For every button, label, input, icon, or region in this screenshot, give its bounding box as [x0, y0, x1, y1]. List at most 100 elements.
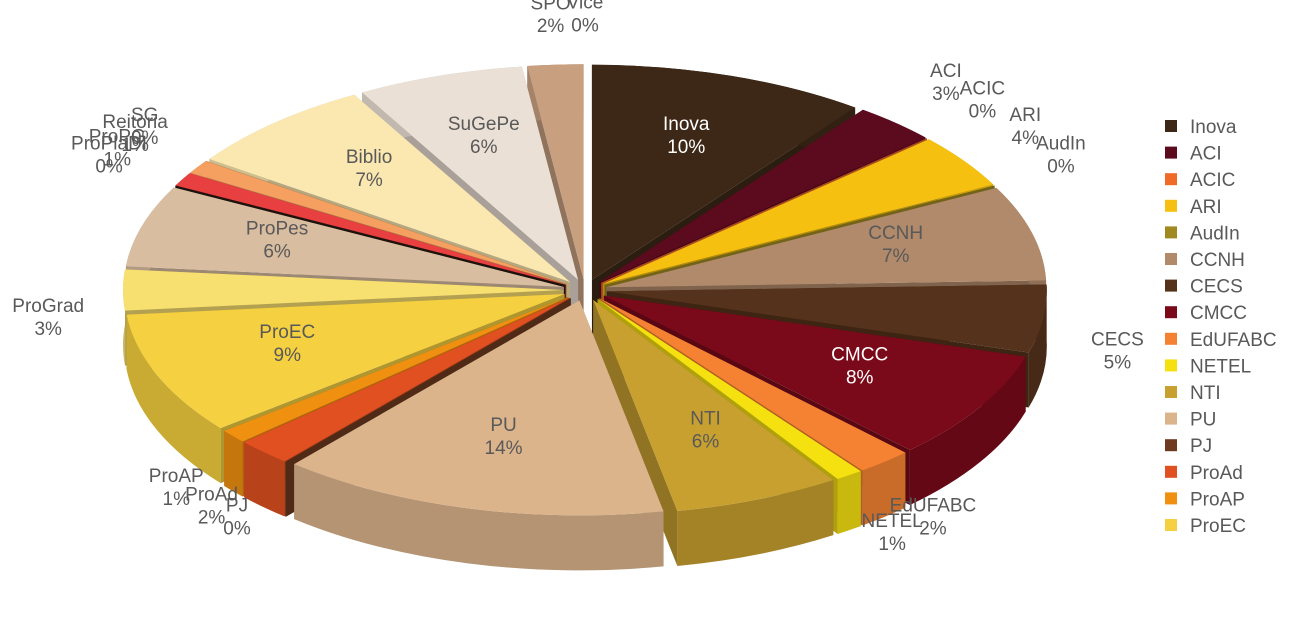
slice-value-label: 8% [846, 367, 874, 388]
legend-label: Inova [1190, 117, 1237, 138]
legend-swatch [1165, 120, 1177, 132]
slice-value-label: 3% [932, 84, 960, 105]
slice [527, 64, 584, 280]
slice [243, 297, 570, 462]
slice-value-label: 1% [104, 149, 132, 170]
slice-value-label: 3% [34, 319, 62, 340]
slice-wall [243, 442, 285, 517]
legend-swatch [1165, 439, 1177, 452]
legend-label: AudIn [1190, 223, 1240, 244]
slice [362, 66, 579, 280]
slice-wall [862, 452, 906, 526]
slice [606, 284, 1047, 353]
legend-label: CCNH [1190, 250, 1245, 271]
legend-label: ProAP [1190, 489, 1245, 510]
slice-value-label: 0% [571, 16, 599, 37]
legend-label: ACIC [1190, 170, 1235, 191]
slice [190, 161, 567, 285]
slice [601, 138, 928, 283]
slice-label: SuGePe [448, 114, 520, 135]
legend-swatch [1165, 306, 1177, 319]
slice-label: Vice [567, 0, 604, 14]
legend-label: ProAd [1190, 463, 1243, 484]
slice-value-label: 2% [198, 507, 226, 528]
slice-label: ProPlaDI [71, 134, 147, 155]
legend-label: ACI [1190, 144, 1222, 165]
slice-label: ProEC [259, 322, 315, 343]
slice-value-label: 0% [95, 157, 123, 178]
legend-swatch [1165, 146, 1177, 159]
slice-label: CECS [1091, 330, 1144, 351]
slice-value-label: 0% [131, 128, 159, 149]
slice-value-label: 1% [163, 489, 191, 510]
slice [597, 298, 861, 480]
slice-value-label: 2% [537, 16, 565, 37]
slice-value-label: 1% [121, 135, 149, 156]
legend-swatch [1165, 226, 1177, 239]
slice [294, 300, 664, 516]
slice-value-label: 0% [1047, 157, 1075, 178]
slice-value-label: 0% [969, 102, 997, 123]
slice [603, 139, 994, 284]
slice-label: CCNH [868, 223, 923, 244]
slice-label: NETEL [861, 511, 922, 532]
slice-wall [294, 464, 664, 571]
legend-label: ProEC [1190, 516, 1246, 537]
slice-label: ACIC [960, 79, 1005, 100]
slice-wall [224, 431, 243, 497]
slice-value-label: 1% [878, 534, 906, 555]
slice-label: SG [131, 105, 158, 126]
slice-value-label: 4% [1012, 128, 1040, 149]
slice [206, 160, 567, 284]
slice-wall [837, 471, 861, 535]
slice [603, 295, 1026, 451]
slice [175, 173, 566, 285]
slice-wall [909, 356, 1026, 506]
slice-label: Inova [663, 114, 710, 135]
slice-value-label: 6% [470, 137, 498, 158]
legend-swatch [1165, 359, 1177, 372]
legend-swatch [1165, 173, 1177, 186]
slice-label: Biblio [346, 147, 392, 168]
slice-label: ProAP [149, 466, 204, 487]
slice-label: PU [490, 415, 516, 436]
legend-label: PJ [1190, 436, 1212, 457]
slice-label: SPO [531, 0, 571, 14]
slice-wall [1028, 284, 1047, 408]
slice-wall [126, 314, 221, 484]
slice-value-label: 9% [274, 345, 302, 366]
slice-label: ProAd [185, 484, 238, 505]
slice-value-label: 7% [882, 246, 910, 267]
legend-swatch [1165, 199, 1177, 212]
legend-swatch [1165, 253, 1177, 265]
slice-value-label: 6% [263, 241, 291, 262]
slice-label: NTI [690, 408, 721, 429]
legend-swatch [1165, 332, 1177, 345]
legend-label: ARI [1190, 197, 1222, 218]
slice-label: Reitoria [102, 112, 168, 133]
slice-label: PJ [226, 496, 248, 517]
slice-label: CMCC [831, 344, 888, 365]
slice [126, 294, 565, 429]
legend-swatch [1165, 386, 1177, 398]
slice-label: AudIn [1036, 134, 1086, 155]
slice [122, 269, 563, 311]
legend-label: PU [1190, 410, 1216, 431]
slice-label: ACI [930, 61, 962, 82]
legend-label: NTI [1190, 383, 1221, 404]
slice [224, 296, 569, 442]
slice [599, 298, 906, 471]
legend-label: CECS [1190, 277, 1243, 298]
slice [593, 299, 834, 511]
legend-label: NETEL [1190, 356, 1251, 377]
legend-label: CMCC [1190, 303, 1247, 324]
slice-value-label: 7% [355, 170, 383, 191]
slice-label: ProPG [89, 126, 146, 147]
legend-swatch [1165, 465, 1177, 478]
legend-swatch [1165, 519, 1177, 531]
legend-swatch [1165, 279, 1177, 292]
slice-label: ProGrad [12, 296, 84, 317]
legend-label: EdUFABC [1190, 330, 1277, 351]
slice-value-label: 6% [692, 431, 720, 452]
